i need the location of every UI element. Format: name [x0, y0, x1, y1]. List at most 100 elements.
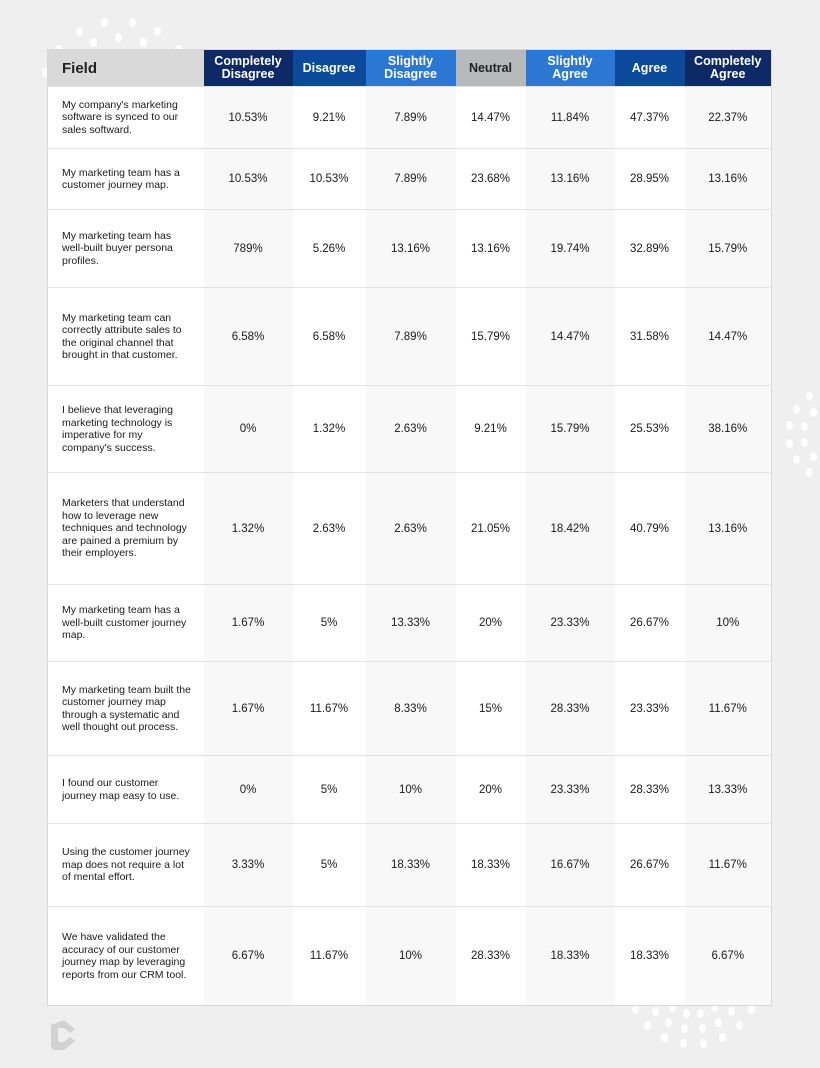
- value-cell: 13.33%: [684, 755, 772, 824]
- field-cell: My marketing team has a customer journey…: [47, 148, 204, 210]
- value-cell: 16.67%: [525, 823, 615, 907]
- field-column-header: Field: [47, 49, 204, 87]
- table-row: My marketing team has a customer journey…: [47, 148, 772, 210]
- value-cell: 7.89%: [365, 86, 456, 149]
- dot: [76, 27, 83, 37]
- table-row: I believe that leveraging marketing tech…: [47, 385, 772, 473]
- column-header-disagree: Disagree: [292, 49, 366, 87]
- value-cell: 23.33%: [525, 584, 615, 662]
- dot: [669, 1003, 677, 1013]
- value-cell: 10.53%: [203, 148, 293, 210]
- dot: [805, 467, 813, 477]
- value-cell: 2.63%: [365, 472, 456, 585]
- column-header-slightly-disagree: Slightly Disagree: [365, 49, 456, 87]
- value-cell: 18.33%: [525, 906, 615, 1006]
- dot: [115, 33, 122, 42]
- value-cell: 7.89%: [365, 287, 456, 386]
- value-cell: 1.32%: [203, 472, 293, 585]
- value-cell: 28.33%: [525, 661, 615, 756]
- dot: [697, 1009, 705, 1019]
- column-header-agree: Agree: [614, 49, 685, 87]
- field-cell: My marketing team built the customer jou…: [47, 661, 204, 756]
- value-cell: 28.33%: [455, 906, 526, 1006]
- field-cell: We have validated the accuracy of our cu…: [47, 906, 204, 1006]
- value-cell: 9.21%: [292, 86, 366, 149]
- dot: [719, 1033, 727, 1043]
- field-cell: I found our customer journey map easy to…: [47, 755, 204, 824]
- column-header-completely-agree: Completely Agree: [684, 49, 772, 87]
- value-cell: 11.67%: [292, 661, 366, 756]
- value-cell: 9.21%: [455, 385, 526, 473]
- dot: [651, 1007, 659, 1017]
- value-cell: 1.32%: [292, 385, 366, 473]
- field-cell: Marketers that understand how to leverag…: [47, 472, 204, 585]
- dot: [682, 1009, 690, 1019]
- value-cell: 18.33%: [455, 823, 526, 907]
- table-row: My marketing team has a well-built custo…: [47, 584, 772, 662]
- field-cell: I believe that leveraging marketing tech…: [47, 385, 204, 473]
- value-cell: 5%: [292, 584, 366, 662]
- value-cell: 15%: [455, 661, 526, 756]
- value-cell: 0%: [203, 755, 293, 824]
- value-cell: 13.16%: [455, 209, 526, 288]
- value-cell: 14.47%: [525, 287, 615, 386]
- table-row: I found our customer journey map easy to…: [47, 755, 772, 824]
- column-header-neutral: Neutral: [455, 49, 526, 87]
- dot: [785, 438, 793, 448]
- value-cell: 13.16%: [525, 148, 615, 210]
- table-row: Using the customer journey map does not …: [47, 823, 772, 907]
- value-cell: 22.37%: [684, 86, 772, 149]
- dot: [644, 1021, 652, 1031]
- value-cell: 26.67%: [614, 823, 685, 907]
- value-cell: 6.58%: [203, 287, 293, 386]
- value-cell: 18.33%: [614, 906, 685, 1006]
- value-cell: 13.33%: [365, 584, 456, 662]
- value-cell: 47.37%: [614, 86, 685, 149]
- value-cell: 1.67%: [203, 661, 293, 756]
- value-cell: 10%: [365, 906, 456, 1006]
- survey-results-table: Field Completely Disagree Disagree Slightl…: [47, 49, 772, 1006]
- value-cell: 2.63%: [292, 472, 366, 585]
- value-cell: 15.79%: [525, 385, 615, 473]
- dot: [700, 1039, 708, 1049]
- value-cell: 6.67%: [684, 906, 772, 1006]
- dot: [785, 421, 793, 431]
- value-cell: 6.67%: [203, 906, 293, 1006]
- dot: [728, 1007, 736, 1017]
- value-cell: 5.26%: [292, 209, 366, 288]
- dot: [809, 452, 817, 462]
- table-row: My marketing team has well-built buyer p…: [47, 209, 772, 288]
- field-cell: My marketing team has well-built buyer p…: [47, 209, 204, 288]
- value-cell: 11.84%: [525, 86, 615, 149]
- field-cell: Using the customer journey map does not …: [47, 823, 204, 907]
- value-cell: 15.79%: [684, 209, 772, 288]
- value-cell: 38.16%: [684, 385, 772, 473]
- dot: [735, 1021, 743, 1031]
- value-cell: 10%: [684, 584, 772, 662]
- value-cell: 14.47%: [684, 287, 772, 386]
- value-cell: 2.63%: [365, 385, 456, 473]
- value-cell: 6.58%: [292, 287, 366, 386]
- value-cell: 40.79%: [614, 472, 685, 585]
- value-cell: 13.16%: [684, 472, 772, 585]
- header-row: Field Completely Disagree Disagree Slightl…: [47, 49, 772, 87]
- dot: [698, 1024, 706, 1034]
- dot: [665, 1018, 672, 1028]
- dot: [128, 18, 136, 28]
- value-cell: 10%: [365, 755, 456, 824]
- value-cell: 10.53%: [292, 148, 366, 210]
- column-header-completely-disagree: Completely Disagree: [203, 49, 293, 87]
- field-cell: My company's marketing software is synce…: [47, 86, 204, 149]
- value-cell: 28.95%: [614, 148, 685, 210]
- value-cell: 23.33%: [525, 755, 615, 824]
- value-cell: 7.89%: [365, 148, 456, 210]
- value-cell: 5%: [292, 823, 366, 907]
- value-cell: 21.05%: [455, 472, 526, 585]
- value-cell: 15.79%: [455, 287, 526, 386]
- value-cell: 10.53%: [203, 86, 293, 149]
- value-cell: 1.67%: [203, 584, 293, 662]
- value-cell: 18.33%: [365, 823, 456, 907]
- value-cell: 11.67%: [292, 906, 366, 1006]
- value-cell: 32.89%: [614, 209, 685, 288]
- table-row: My marketing team can correctly attribut…: [47, 287, 772, 386]
